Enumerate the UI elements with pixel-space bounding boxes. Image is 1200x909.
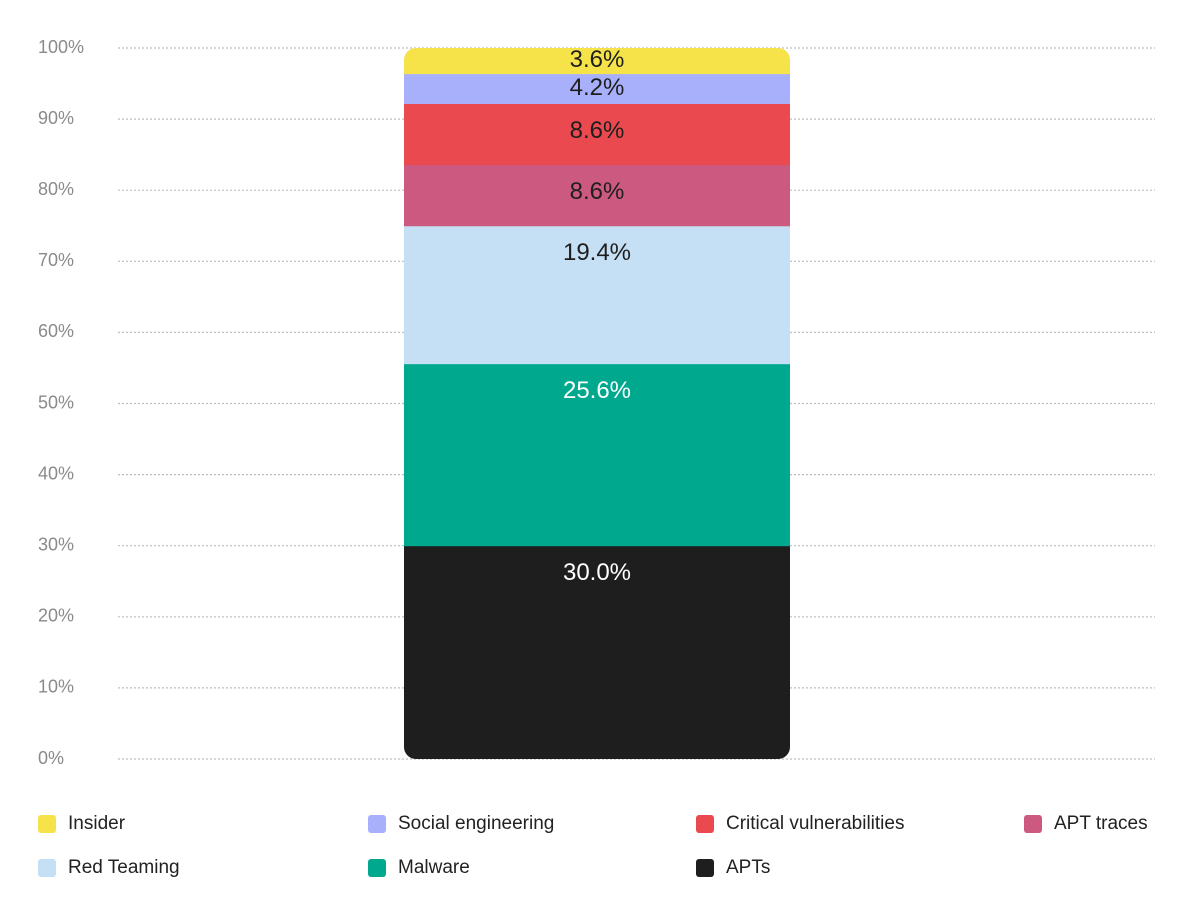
data-label-apt-traces: 8.6%	[570, 178, 625, 205]
y-tick-label-10: 10%	[38, 677, 74, 697]
segment-data-labels: 30.0% 25.6% 19.4% 8.6% 8.6% 4.2%3.6%	[563, 46, 631, 586]
y-tick-label-100: 100%	[38, 37, 84, 57]
legend-swatch-critical-vulnerabilities	[696, 815, 714, 833]
y-tick-label-60: 60%	[38, 321, 74, 341]
data-label-social-engineering: 4.2%	[570, 74, 625, 101]
legend-label-insider: Insider	[68, 813, 126, 834]
y-tick-label-80: 80%	[38, 179, 74, 199]
y-tick-label-0: 0%	[38, 748, 64, 768]
y-axis-tick-labels: 0% 10% 20% 30% 40% 50% 60% 70% 80% 90% 100%	[38, 37, 84, 768]
y-tick-label-50: 50%	[38, 392, 74, 412]
legend-swatch-malware	[368, 859, 386, 877]
y-tick-label-30: 30%	[38, 534, 74, 554]
legend-item-social-engineering: Social engineering	[368, 810, 554, 838]
legend-swatch-red-teaming	[38, 859, 56, 877]
data-label-malware: 25.6%	[563, 377, 631, 404]
y-tick-label-20: 20%	[38, 606, 74, 626]
bar-segment-apt-traces	[404, 164, 790, 227]
legend-item-insider: Insider	[38, 810, 125, 838]
bar-segment-apts	[404, 545, 790, 759]
y-tick-label-90: 90%	[38, 108, 74, 128]
legend-item-red-teaming: Red Teaming	[38, 854, 180, 882]
bar-segment-critical-vulnerabilities	[404, 103, 790, 166]
legend-label-social-engineering: Social engineering	[398, 813, 555, 834]
y-tick-label-40: 40%	[38, 463, 74, 483]
legend-swatch-apt-traces	[1024, 815, 1042, 833]
legend-swatch-social-engineering	[368, 815, 386, 833]
legend-label-apt-traces: APT traces	[1054, 813, 1148, 834]
bar-segment-social-engineering	[404, 73, 790, 104]
bar-segment-red-teaming	[404, 225, 790, 365]
legend-item-critical-vulnerabilities: Critical vulnerabilities	[696, 810, 904, 838]
legend-item-malware: Malware	[368, 854, 470, 882]
bar-segment-malware	[404, 363, 790, 547]
legend-label-critical-vulnerabilities: Critical vulnerabilities	[726, 813, 905, 834]
legend-label-apts: APTs	[726, 857, 771, 878]
y-tick-label-70: 70%	[38, 250, 74, 270]
data-label-insider: 3.6%	[570, 46, 625, 73]
legend-label-red-teaming: Red Teaming	[68, 857, 180, 878]
legend-swatch-insider	[38, 815, 56, 833]
data-label-apts: 30.0%	[563, 559, 631, 586]
legend-item-apt-traces: APT traces	[1024, 810, 1148, 838]
stacked-bar	[404, 48, 790, 759]
gridlines	[118, 47, 1155, 760]
data-label-red-teaming: 19.4%	[563, 239, 631, 266]
data-label-critical-vulnerabilities: 8.6%	[570, 117, 625, 144]
legend-label-malware: Malware	[398, 857, 470, 878]
legend: Insider Social engineering Critical vuln…	[38, 810, 1168, 890]
legend-swatch-apts	[696, 859, 714, 877]
bar-segment-insider	[404, 48, 790, 75]
legend-item-apts: APTs	[696, 854, 770, 882]
